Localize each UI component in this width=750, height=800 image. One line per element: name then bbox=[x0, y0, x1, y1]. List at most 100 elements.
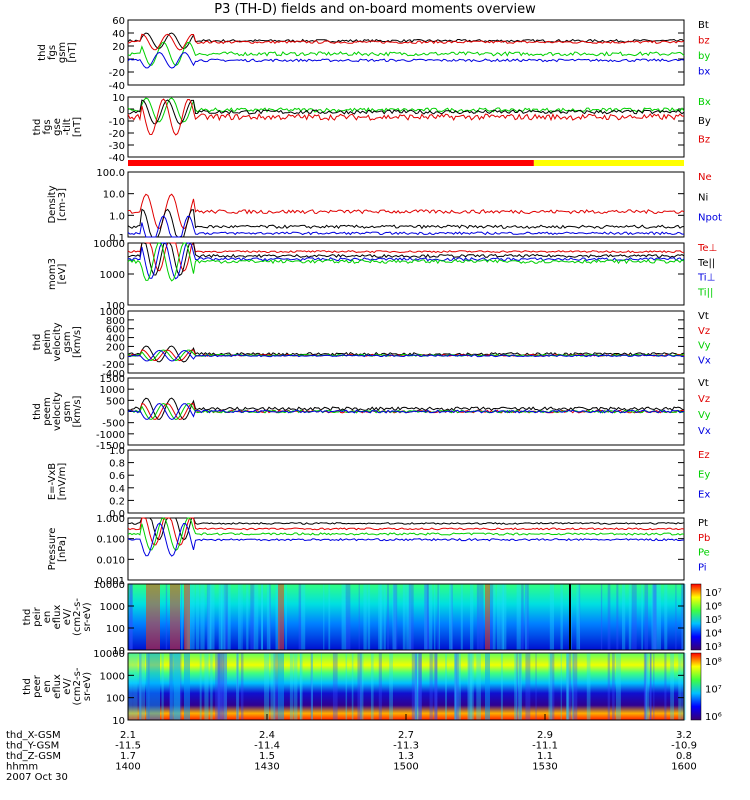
fgs-gse-tick-label: 0 bbox=[119, 105, 125, 116]
peir-event bbox=[146, 584, 160, 650]
peir-band bbox=[664, 584, 668, 650]
fgs-gsm-tick-label: 20 bbox=[112, 42, 125, 53]
fgs-gsm-series-bz bbox=[127, 33, 685, 51]
peer-band bbox=[519, 653, 522, 720]
efield-frame bbox=[127, 449, 685, 514]
peir-frame bbox=[127, 583, 685, 651]
pressure-legend-1: Pb bbox=[698, 533, 710, 544]
peir-band bbox=[476, 584, 480, 650]
x-tick-x-gsm: 2.4 bbox=[259, 730, 275, 741]
peer-band bbox=[458, 653, 461, 720]
peir-event bbox=[184, 584, 190, 650]
pressure-legend-2: Pe bbox=[698, 548, 710, 559]
peer-colorbar-label: 10⁶ bbox=[705, 712, 722, 723]
peer-band bbox=[645, 653, 647, 720]
efield-tick-label: 0.8 bbox=[109, 459, 125, 470]
peer-band bbox=[467, 653, 473, 720]
peer-band bbox=[566, 653, 572, 720]
peir-band bbox=[496, 584, 501, 650]
peir-band bbox=[237, 584, 241, 650]
temp-legend-0: Te⊥ bbox=[697, 243, 717, 254]
peer-event bbox=[146, 653, 160, 720]
peer-band bbox=[133, 653, 138, 720]
peer-event bbox=[278, 653, 284, 720]
peer-band bbox=[300, 653, 303, 720]
peir-band bbox=[644, 584, 649, 650]
fgs-gse-tick-label: -20 bbox=[109, 129, 125, 140]
peer-band bbox=[454, 653, 457, 720]
peer-band bbox=[345, 653, 348, 720]
peir-band bbox=[207, 584, 212, 650]
peir-band bbox=[641, 584, 643, 650]
peer-band bbox=[454, 653, 459, 720]
temp-legend-1: Te|| bbox=[697, 258, 715, 269]
fgs-gse-legend-1: By bbox=[698, 116, 711, 127]
peir-band bbox=[652, 584, 657, 650]
peem-tick-label: 1500 bbox=[100, 374, 125, 385]
density-series-Ni bbox=[127, 208, 685, 238]
peer-band bbox=[525, 653, 531, 720]
date-label: 2007 Oct 30 bbox=[6, 772, 68, 783]
peem-series-Vy bbox=[127, 402, 685, 421]
peer-ylabel: sr-eV) bbox=[82, 672, 93, 701]
peir-ylabel: thd bbox=[22, 609, 33, 626]
fgs-gse-tick-label: -10 bbox=[109, 117, 125, 128]
density-tick-label: 100.0 bbox=[96, 168, 125, 179]
peer-band bbox=[517, 653, 523, 720]
peir-band bbox=[438, 584, 441, 650]
peim-ylabel: peim bbox=[42, 329, 53, 354]
x-tick-y-gsm: -10.9 bbox=[671, 741, 697, 752]
peer-band bbox=[236, 653, 240, 720]
peer-band bbox=[299, 653, 302, 720]
peer-band bbox=[311, 653, 314, 720]
peim-ylabel: thd bbox=[32, 334, 43, 351]
peir-ylabel: eflux bbox=[52, 605, 63, 630]
fgs-gsm-ylabel: [nT] bbox=[67, 42, 78, 62]
peir-band bbox=[628, 584, 632, 650]
peir-band bbox=[363, 584, 367, 650]
peem-ylabel: gsm bbox=[62, 401, 73, 422]
peer-band bbox=[571, 653, 574, 720]
pressure-series-Pb bbox=[127, 517, 685, 546]
peir-spectrogram bbox=[128, 584, 684, 650]
peir-band bbox=[180, 584, 183, 650]
peir-band bbox=[424, 584, 428, 650]
peer-band bbox=[289, 653, 294, 720]
peer-tick-label: 10 bbox=[112, 716, 125, 727]
fgs-gsm-ylabel: gsm bbox=[57, 42, 68, 63]
efield-tick-label: 0.4 bbox=[109, 484, 125, 495]
peir-band bbox=[246, 584, 249, 650]
fgs-gse-tick-label: -30 bbox=[109, 141, 125, 152]
peer-band bbox=[550, 653, 555, 720]
peer-band bbox=[535, 653, 537, 720]
peer-band bbox=[218, 653, 220, 720]
peir-band bbox=[218, 584, 223, 650]
fgs-gsm-frame bbox=[127, 19, 685, 86]
peer-band bbox=[219, 653, 225, 720]
peim-series-Vy bbox=[127, 349, 685, 362]
density-tick-label: 10.0 bbox=[103, 190, 125, 201]
peer-band bbox=[357, 653, 362, 720]
peir-colorbar-label: 10⁴ bbox=[705, 629, 722, 640]
fgs-gse-ylabel: gse bbox=[52, 118, 63, 136]
efield-ylabel: [mV/m] bbox=[57, 463, 68, 501]
peer-band bbox=[560, 653, 562, 720]
peem-series-Vx bbox=[127, 402, 685, 421]
x-tick-x-gsm: 2.1 bbox=[120, 730, 136, 741]
density-ylabel: [cm-3] bbox=[57, 188, 68, 221]
peir-tick-label: 1000 bbox=[100, 602, 125, 613]
peir-ylabel: peir bbox=[32, 606, 43, 626]
chart-title: P3 (TH-D) fields and on-board moments ov… bbox=[214, 2, 536, 17]
peer-band bbox=[215, 653, 221, 720]
x-tick-y-gsm: -11.4 bbox=[254, 741, 280, 752]
peer-band bbox=[140, 653, 146, 720]
peer-band bbox=[414, 653, 419, 720]
peer-band bbox=[429, 653, 433, 720]
x-tick-hhmm: 1530 bbox=[532, 762, 557, 773]
peim-tick-label: 600 bbox=[106, 325, 125, 336]
peer-band bbox=[445, 653, 448, 720]
peir-band bbox=[631, 584, 637, 650]
peer-band bbox=[653, 653, 655, 720]
efield-legend-2: Ex bbox=[698, 489, 710, 500]
peir-band bbox=[408, 584, 414, 650]
